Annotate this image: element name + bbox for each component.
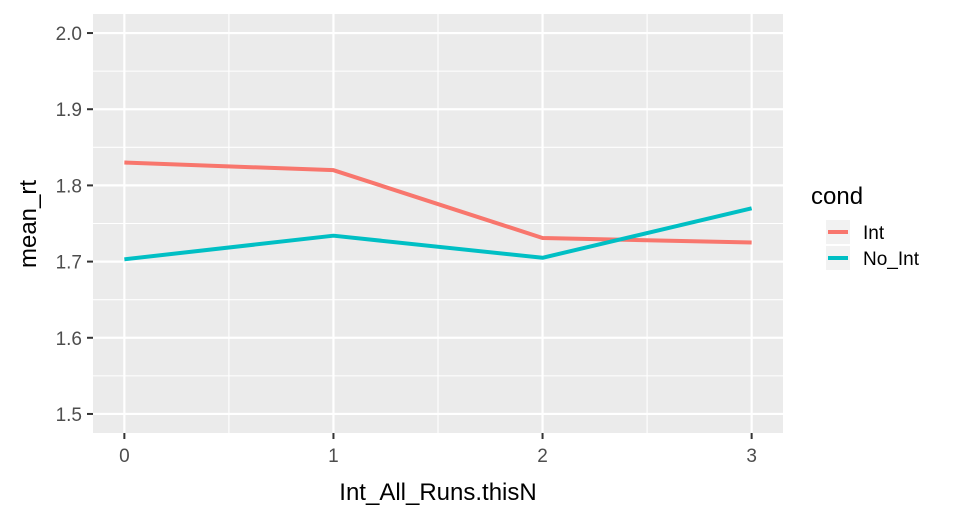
series-line-no-int xyxy=(124,206,753,262)
legend-label-no-int: No_Int xyxy=(863,249,920,270)
y-tick-label: 1.5 xyxy=(56,405,82,426)
y-axis-title: mean_rt xyxy=(15,180,42,268)
legend-label-int: Int xyxy=(863,223,885,244)
x-tick-label: 2 xyxy=(537,446,548,467)
y-tick-label: 2.0 xyxy=(56,24,82,45)
x-tick-label: 0 xyxy=(119,446,130,467)
x-axis-title: Int_All_Runs.thisN xyxy=(339,479,536,506)
y-tick-label: 1.8 xyxy=(56,176,82,197)
legend-title: cond xyxy=(811,183,863,210)
y-tick-label: 1.9 xyxy=(56,100,82,121)
minor-gridlines xyxy=(93,14,783,433)
x-axis: 0 1 2 3 xyxy=(119,433,757,467)
x-tick-label: 1 xyxy=(328,446,339,467)
y-tick-label: 1.6 xyxy=(56,329,82,350)
x-tick-label: 3 xyxy=(746,446,757,467)
series-line-int xyxy=(124,160,752,245)
legend: cond Int No_Int xyxy=(811,183,920,270)
y-axis: 1.5 1.6 1.7 1.8 1.9 2.0 xyxy=(56,24,93,426)
series-layer xyxy=(124,160,753,262)
major-gridlines xyxy=(93,14,783,433)
y-tick-label: 1.7 xyxy=(56,253,82,274)
